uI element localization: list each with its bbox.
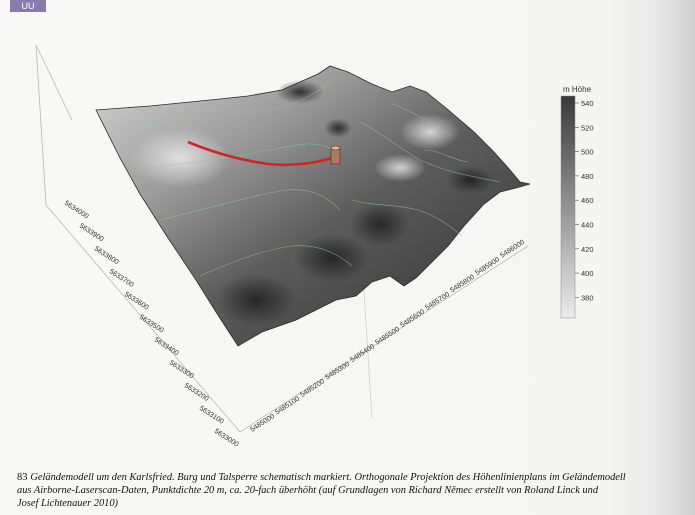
x-tick-label: 5485500 bbox=[374, 326, 401, 347]
legend-tick-label: 460 bbox=[581, 196, 594, 205]
caption-line-2: aus Airborne-Laserscan-Daten, Punktdicht… bbox=[17, 485, 599, 496]
legend-title: m Höhe bbox=[563, 85, 592, 94]
legend-tick-label: 420 bbox=[581, 245, 594, 254]
y-tick-label: 5633100 bbox=[198, 405, 225, 426]
y-tick-label: 5633000 bbox=[213, 428, 240, 449]
terrain-surface bbox=[95, 65, 531, 347]
page-header-tab: UU bbox=[10, 0, 46, 12]
legend-tick-label: 500 bbox=[581, 148, 594, 157]
figure-caption: 83 Geländemodell um den Karlsfried. Burg … bbox=[17, 471, 677, 515]
legend-tick-label: 540 bbox=[581, 99, 594, 108]
y-tick-label: 5633900 bbox=[78, 223, 105, 244]
y-tick-label: 5633700 bbox=[108, 268, 135, 289]
y-tick-label: 5633200 bbox=[183, 382, 210, 403]
height-legend: m Höhe 540 520 500 480 460 440 420 400 380 bbox=[560, 85, 594, 319]
x-tick-label: 5485600 bbox=[399, 309, 426, 330]
legend-tick-label: 480 bbox=[581, 172, 594, 181]
figure-number: 83 bbox=[17, 472, 28, 483]
legend-tick-label: 380 bbox=[581, 293, 594, 302]
x-tick-label: 5485200 bbox=[299, 378, 326, 399]
y-tick-label: 5633300 bbox=[168, 359, 195, 380]
legend-tick-label: 400 bbox=[581, 269, 594, 278]
x-tick-label: 5485700 bbox=[424, 291, 451, 312]
contour-lines bbox=[109, 81, 501, 277]
y-tick-label: 5633500 bbox=[138, 314, 165, 335]
x-tick-label: 5486000 bbox=[499, 239, 526, 260]
x-tick-label: 5485300 bbox=[324, 361, 351, 382]
y-tick-label: 5633400 bbox=[153, 337, 180, 358]
caption-line-3: Josef Lichtenauer 2010) bbox=[17, 498, 118, 509]
caption-text-1: Geländemodell um den Karlsfried. Burg un… bbox=[30, 472, 626, 483]
x-tick-label: 5485100 bbox=[274, 396, 301, 417]
y-tick-label: 5633800 bbox=[93, 245, 120, 266]
legend-tick-label: 440 bbox=[581, 221, 594, 230]
dam-line bbox=[187, 140, 333, 167]
y-tick-label: 5634000 bbox=[63, 200, 90, 221]
x-tick-label: 5485900 bbox=[474, 256, 501, 277]
x-tick-label: 5485800 bbox=[449, 274, 476, 295]
legend-tick-label: 520 bbox=[581, 123, 594, 132]
legend-ticks: 540 520 500 480 460 440 420 400 380 bbox=[575, 99, 594, 302]
y-tick-label: 5633600 bbox=[123, 291, 150, 312]
caption-line-1: 83 Geländemodell um den Karlsfried. Burg … bbox=[17, 471, 677, 484]
castle-marker bbox=[330, 145, 341, 165]
x-tick-label: 5485400 bbox=[349, 343, 376, 364]
